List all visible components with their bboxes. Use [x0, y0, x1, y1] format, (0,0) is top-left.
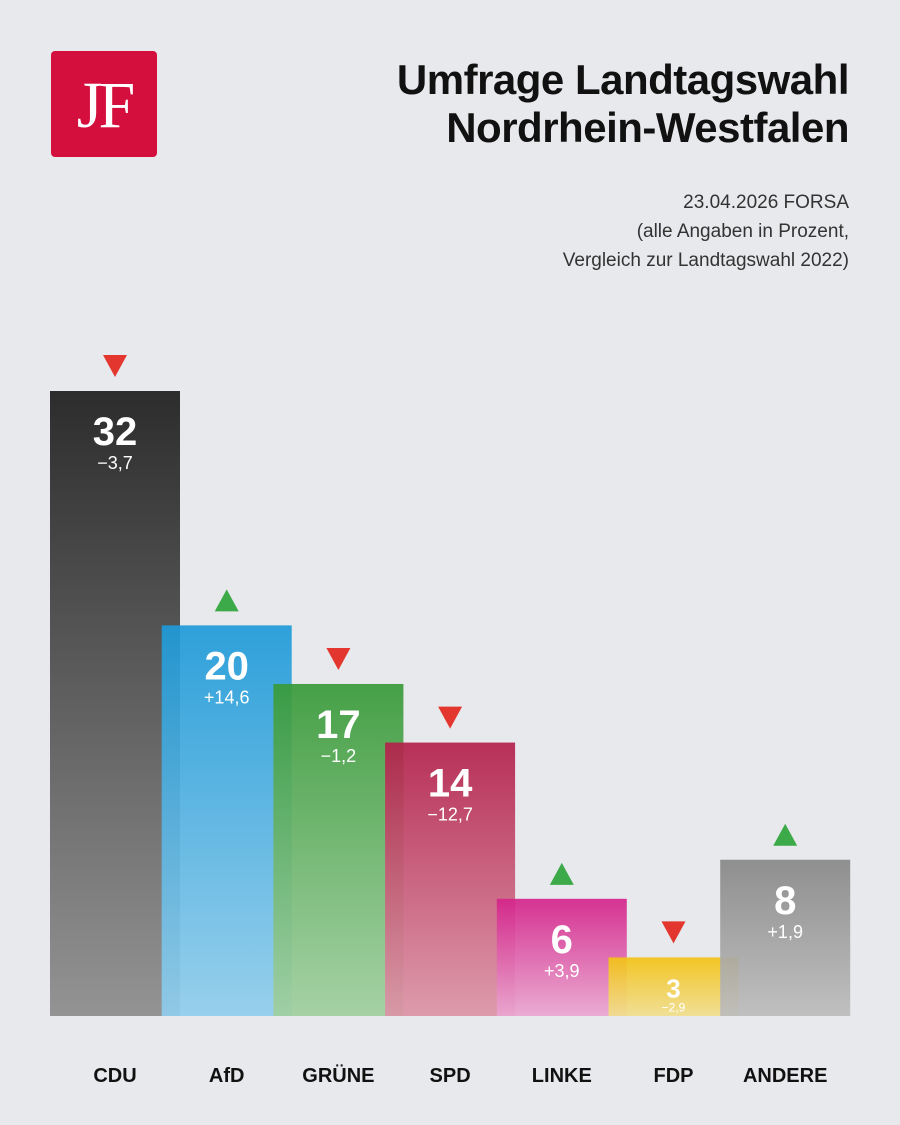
bar-cdu: [50, 391, 180, 1016]
logo-text: JF: [76, 69, 135, 142]
value-label: 32: [93, 410, 138, 454]
subtitle-line-3: Vergleich zur Landtagswahl 2022): [562, 250, 849, 271]
change-label: −3,7: [97, 453, 133, 473]
value-label: 14: [428, 762, 473, 806]
triangle-up-icon: [214, 589, 239, 612]
bar-linke: [496, 898, 627, 1016]
chart-title: Umfrage Landtagswahl Nordrhein-Westfalen: [396, 56, 850, 152]
value-label: 3: [666, 973, 680, 1003]
bar-andere: [720, 859, 851, 1016]
title-line-2: Nordrhein-Westfalen: [446, 104, 849, 151]
triangle-down-icon: [326, 647, 351, 670]
category-label: FDP: [654, 1065, 694, 1087]
bar-grüne: [273, 683, 404, 1016]
category-label: GRÜNE: [302, 1064, 374, 1087]
value-label: 17: [316, 703, 361, 747]
category-label: SPD: [430, 1065, 471, 1087]
change-label: −12,7: [427, 805, 473, 825]
change-label: −1,2: [321, 746, 357, 766]
triangle-down-icon: [661, 921, 686, 944]
value-label: 8: [774, 879, 796, 923]
subtitle-line-2: (alle Angaben in Prozent,: [636, 221, 849, 242]
triangle-down-icon: [438, 706, 463, 729]
category-label: LINKE: [532, 1065, 592, 1087]
jf-logo: JF: [51, 51, 157, 157]
value-label: 6: [551, 918, 573, 962]
chart-subtitle: 23.04.2026 FORSA (alle Angaben in Prozen…: [563, 188, 849, 275]
change-label: +14,6: [204, 687, 250, 707]
category-label: AfD: [209, 1065, 245, 1087]
subtitle-line-1: 23.04.2026 FORSA: [683, 192, 849, 213]
category-label: CDU: [93, 1065, 136, 1087]
value-label: 20: [204, 644, 249, 688]
title-line-1: Umfrage Landtagswahl: [396, 56, 850, 103]
change-label: +3,9: [544, 961, 580, 981]
change-label: −2,9: [662, 1000, 686, 1014]
category-label: ANDERE: [743, 1065, 827, 1087]
change-label: +1,9: [767, 922, 803, 942]
bar-afd: [161, 625, 292, 1016]
bar-spd: [385, 742, 516, 1016]
triangle-up-icon: [773, 823, 798, 846]
bar-fdp: [608, 957, 739, 1016]
triangle-up-icon: [549, 862, 574, 885]
triangle-down-icon: [103, 355, 127, 377]
